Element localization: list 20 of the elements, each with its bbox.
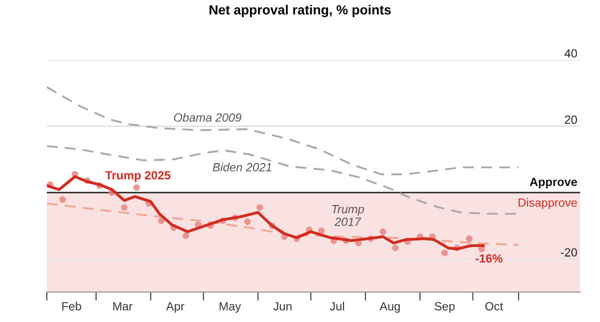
x-tick-label: Jul: [330, 302, 344, 310]
series-label: Obama 2009: [174, 113, 242, 122]
y-tick-label: 20: [564, 116, 577, 124]
x-tick-label: Apr: [166, 302, 184, 313]
y-tick-label: 40: [564, 49, 577, 58]
band-label: Disapprove: [518, 198, 577, 210]
x-tick-label: Mar: [113, 302, 132, 310]
series-label: Trump 2025: [105, 171, 170, 182]
x-tick-label: Oct: [485, 302, 504, 310]
y-tick-label: -20: [560, 248, 577, 257]
chart-title: Net approval rating, % points: [210, 4, 391, 18]
ref-line-label: Approve: [530, 178, 578, 188]
series-label: Trump 2017: [332, 205, 364, 226]
x-tick-label: May: [220, 302, 242, 313]
x-tick-label: Aug: [380, 302, 400, 313]
x-tick-label: Feb: [62, 302, 82, 310]
x-tick-label: Sep: [434, 302, 455, 313]
annotation: -16%: [476, 254, 502, 263]
x-tick-label: Jun: [273, 302, 292, 310]
series-label: Biden 2021: [212, 162, 272, 172]
